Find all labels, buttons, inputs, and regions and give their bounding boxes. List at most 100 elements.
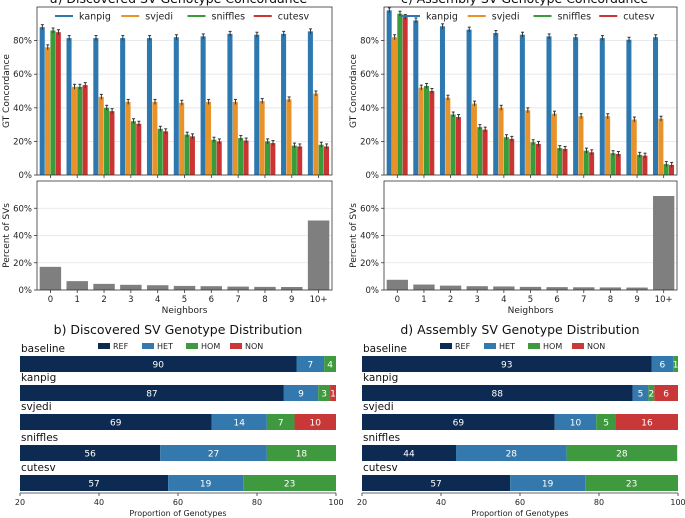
bar-percent (413, 284, 435, 290)
bar-percent (626, 287, 648, 290)
x-tick-label: 8 (608, 295, 613, 305)
segment-het (456, 445, 567, 461)
panel-title: d) Assembly SV Genotype Distribution (400, 322, 639, 337)
bar-percent (439, 285, 462, 290)
bar-kanpig (39, 27, 45, 175)
legend-swatch-non (572, 343, 584, 349)
x-tick-label: 0 (395, 295, 400, 305)
segment-het (651, 356, 674, 372)
x-tick-label: 7 (581, 295, 586, 305)
panel-b: b) Discovered SV Genotype Distribution RE… (15, 322, 344, 518)
x-tick-label: 3 (128, 295, 133, 305)
segment-label: 2 (648, 390, 654, 400)
bar-sniffles (663, 164, 669, 175)
legend-label: sniffles (558, 12, 592, 23)
segment-label: 57 (430, 480, 441, 490)
segment-label: 27 (208, 450, 219, 460)
y-tick-label: 20% (360, 137, 379, 147)
segment-label: 57 (88, 480, 99, 490)
bar-cutesv (455, 117, 461, 175)
segment-het (160, 445, 267, 461)
y-tick-label: 40% (13, 104, 32, 114)
bar-cutesv (136, 123, 142, 175)
bar-cutesv (163, 131, 169, 175)
bar-svjedi (631, 119, 637, 175)
segment-label: 1 (673, 361, 679, 371)
legend-label: HOM (543, 342, 562, 351)
bar-cutesv (323, 146, 330, 175)
x-tick-label: 1 (421, 295, 426, 305)
y-tick-label: 60% (360, 204, 379, 214)
bar-percent (281, 287, 303, 290)
bar-kanpig (413, 20, 419, 175)
bar-percent (599, 287, 622, 290)
segment-non (294, 414, 336, 430)
bar-cutesv (189, 136, 195, 175)
segment-ref (362, 445, 457, 461)
bar-sniffles (211, 139, 217, 175)
x-tick-label: 100 (328, 498, 343, 507)
bar-svjedi (152, 101, 158, 175)
segment-label: 87 (146, 390, 157, 400)
bar-percent (146, 285, 169, 290)
bar-sniffles (238, 138, 244, 175)
segment-ref (20, 356, 297, 372)
panel-title: a) Discovered SV Genotype Concordance (50, 0, 308, 6)
bar-svjedi (205, 101, 212, 175)
bar-svjedi (605, 116, 611, 175)
x-tick-label: 6 (554, 295, 559, 305)
legend-swatch-ref (440, 343, 452, 349)
segment-het (632, 385, 649, 401)
legend-label: kanpig (426, 12, 458, 23)
y-axis-label: Percent of SVs (2, 203, 12, 268)
x-tick-label: 20 (357, 498, 367, 507)
x-tick-label: 6 (209, 295, 214, 305)
bar-kanpig (519, 34, 525, 175)
segment-label: 90 (153, 361, 165, 371)
x-tick-label: 2 (101, 295, 106, 305)
plot-frame (36, 180, 333, 291)
legend-swatch-ref (98, 343, 110, 349)
x-tick-label: 0 (48, 295, 53, 305)
x-tick-label: 60 (173, 498, 183, 507)
legend-label: REF (455, 342, 471, 351)
segment-hom (324, 356, 336, 372)
bar-cutesv (297, 146, 303, 175)
row-label-cutesv: cutesv (363, 462, 398, 474)
segment-ref (362, 356, 652, 372)
bar-kanpig (173, 37, 179, 175)
segment-label: 18 (296, 450, 308, 460)
y-tick-label: 60% (360, 70, 379, 80)
segment-label: 6 (660, 361, 666, 371)
bar-kanpig (573, 37, 579, 175)
segment-non (330, 385, 336, 401)
bar-percent (519, 286, 542, 290)
panel-title: b) Discovered SV Genotype Distribution (54, 322, 303, 337)
bar-cutesv (109, 111, 115, 175)
segment-label: 6 (663, 390, 669, 400)
bar-sniffles (423, 85, 429, 175)
bar-sniffles (503, 137, 509, 175)
y-tick-label: 20% (360, 259, 379, 269)
bar-cutesv (562, 148, 568, 175)
y-axis-label: Percent of SVs (349, 203, 359, 268)
x-axis-label: Neighbors (508, 306, 554, 316)
bar-percent (39, 266, 62, 290)
y-tick-label: 0% (19, 171, 33, 181)
x-tick-label: 20 (15, 498, 25, 507)
x-tick-label: 3 (475, 295, 480, 305)
bar-cutesv (589, 152, 595, 175)
row-label-baseline: baseline (363, 343, 407, 355)
bar-kanpig (120, 38, 126, 175)
bar-sniffles (450, 114, 456, 175)
segment-label: 7 (278, 419, 284, 429)
x-tick-label: 10+ (310, 295, 328, 305)
segment-label: 1 (330, 390, 336, 400)
segment-hom (673, 356, 678, 372)
x-tick-label: 2 (448, 295, 453, 305)
bar-percent (573, 287, 595, 290)
x-tick-label: 7 (235, 295, 240, 305)
y-tick-label: 0% (366, 171, 380, 181)
segment-ref (362, 475, 511, 491)
